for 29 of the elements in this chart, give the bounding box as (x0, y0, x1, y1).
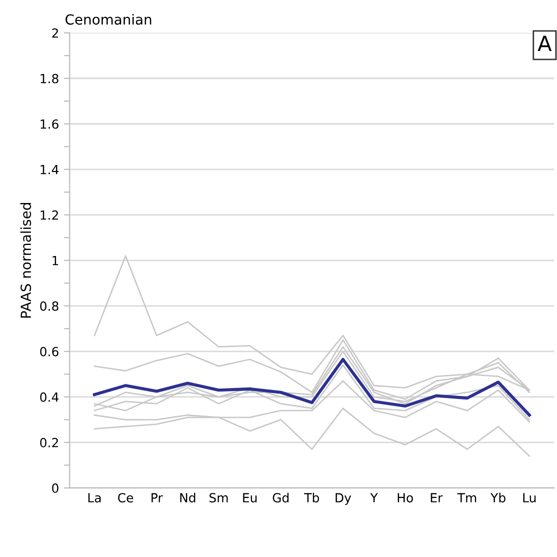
y-tick-label: 1.6 (40, 119, 58, 129)
x-tick-label: Lu (523, 493, 536, 502)
y-tick-label: 0.6 (40, 346, 58, 356)
chart-title: Cenomanian (66, 14, 152, 25)
x-tick-label: La (88, 493, 101, 502)
y-axis-title: PAAS normalised (20, 203, 32, 318)
x-tick-label: Yb (490, 492, 506, 502)
x-tick-label: Ce (118, 493, 134, 502)
annotation: A (538, 36, 552, 51)
y-tick-label: 0.8 (40, 301, 58, 311)
y-tick-label: 0.4 (40, 392, 59, 402)
y-tick-label: 1.4 (40, 165, 59, 174)
x-tick-label: Er (430, 493, 443, 502)
x-tick-label: Y (370, 493, 378, 502)
y-tick-label: 0.2 (40, 438, 58, 448)
x-tick-label: Sm (210, 493, 228, 502)
x-tick-label: Dy (336, 493, 352, 505)
y-tick-label: 2 (52, 28, 58, 38)
x-tick-label: Pr (152, 493, 163, 502)
x-tick-label: Nd (180, 492, 196, 502)
x-tick-label: Ho (398, 493, 413, 502)
x-tick-label: Tm (457, 493, 476, 502)
x-tick-label: Gd (272, 492, 289, 502)
y-tick-label: 1.8 (40, 74, 58, 84)
y-tick-label: 1.2 (40, 210, 58, 220)
x-tick-label: Eu (243, 493, 257, 502)
y-tick-label: 1 (52, 256, 58, 266)
y-tick-label: 0 (52, 483, 58, 493)
x-tick-label: Tb (304, 492, 320, 502)
